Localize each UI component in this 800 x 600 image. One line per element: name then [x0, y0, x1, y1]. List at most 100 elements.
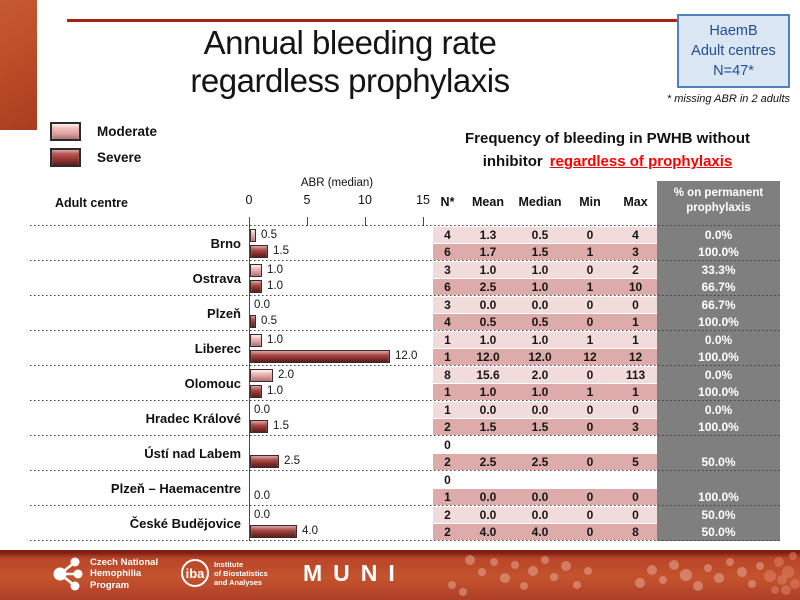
table-cell: 0	[632, 508, 639, 522]
bar-value-label: 0.0	[254, 404, 270, 416]
haemb-badge-line1: HaemB	[709, 23, 758, 39]
table-cell: 2.5	[479, 455, 497, 469]
table-cell: 5	[632, 455, 639, 469]
table-cell: 0	[586, 228, 594, 242]
footer-decoration	[0, 550, 800, 600]
bar-value-label: 0.5	[261, 229, 277, 241]
table-cell: 1	[632, 333, 639, 347]
legend: Moderate Severe	[50, 120, 157, 168]
bar-severe	[250, 315, 256, 328]
decorative-dot	[647, 565, 657, 575]
decorative-dot	[561, 561, 571, 571]
table-cell: 6	[444, 245, 451, 259]
chart-subtitle-line2-black: inhibitor	[482, 153, 543, 170]
table-cell: 0	[632, 403, 639, 417]
row-label-6: Hradec Králové	[145, 411, 241, 426]
table-cell: 0	[586, 298, 594, 312]
bar-value-label: 0.5	[261, 315, 277, 327]
legend-item-severe: Severe	[50, 146, 157, 168]
bar-value-label: 1.0	[267, 264, 283, 276]
decorative-dot	[771, 586, 779, 594]
row-separator	[30, 365, 780, 366]
table-cell: 1	[444, 490, 451, 504]
table-cell: 0	[632, 490, 639, 504]
axis-tickmark	[307, 217, 308, 226]
row-header-label: Adult centre	[55, 196, 128, 210]
table-row-stripe	[433, 332, 657, 348]
table-cell: 0	[586, 455, 594, 469]
table-cell: 1.3	[479, 228, 497, 242]
cnhp-molecule-icon	[53, 557, 83, 591]
table-cell: 1	[586, 280, 594, 294]
table-row-stripe	[433, 524, 657, 540]
decorative-dot	[520, 582, 528, 590]
table-cell: 0.5	[479, 315, 497, 329]
table-header-min: Min	[579, 195, 601, 209]
table-cell: 12	[583, 350, 597, 364]
pct-value: 66.7%	[701, 280, 736, 294]
decorative-dot	[500, 573, 510, 583]
haemb-badge-line3: N=47*	[713, 63, 754, 79]
table-cell: 12.0	[528, 350, 552, 364]
table-row-stripe	[433, 402, 657, 418]
decorative-dot	[528, 566, 538, 576]
table-cell: 2	[444, 420, 451, 434]
table-cell: 1	[444, 385, 451, 399]
pct-value: 50.0%	[701, 508, 736, 522]
pct-value: 100.0%	[698, 350, 739, 364]
decorative-dot	[764, 570, 776, 582]
axis-tick-5: 5	[303, 193, 311, 207]
decorative-dot	[737, 567, 747, 577]
table-cell: 0.5	[531, 228, 549, 242]
pct-value: 0.0%	[704, 333, 733, 347]
page-title-line1: Annual bleeding rate	[203, 24, 497, 61]
iba-logo-icon: iba	[181, 559, 209, 587]
table-cell: 2	[444, 455, 451, 469]
legend-label-moderate: Moderate	[97, 123, 158, 139]
decorative-dot	[459, 588, 467, 596]
pct-value: 100.0%	[698, 315, 739, 329]
bar-severe	[250, 455, 279, 468]
pct-value: 50.0%	[701, 525, 736, 539]
table-cell: 1	[586, 333, 594, 347]
table-row-stripe	[433, 349, 657, 365]
table-row-stripe	[433, 384, 657, 400]
table-cell: 0.5	[531, 315, 549, 329]
decorative-dot	[490, 558, 498, 566]
chart-axis-line	[249, 217, 250, 541]
cnhp-line1: Czech National	[90, 556, 159, 568]
bar-value-label: 12.0	[395, 350, 418, 362]
table-cell: 0.0	[479, 508, 497, 522]
chart-subtitle-line1: Frequency of bleeding in PWHB without	[465, 130, 750, 147]
table-row-stripe	[433, 419, 657, 435]
row-separator	[30, 295, 780, 296]
row-label-2: Ostrava	[192, 271, 241, 286]
table-header-n: N*	[440, 195, 455, 209]
pct-value: 66.7%	[701, 298, 736, 312]
bar-value-label: 1.0	[267, 334, 283, 346]
row-separator	[30, 225, 780, 226]
severe-swatch-icon	[50, 147, 81, 167]
bar-severe	[250, 525, 297, 538]
moderate-swatch-icon	[50, 121, 81, 141]
table-cell: 113	[625, 368, 646, 382]
bar-moderate	[250, 264, 262, 277]
table-cell: 1	[444, 333, 451, 347]
table-cell: 8	[632, 525, 639, 539]
decorative-dot	[448, 581, 456, 589]
table-cell: 0	[444, 438, 451, 452]
row-label-8: Plzeň – Haemacentre	[110, 481, 241, 496]
table-cell: 0	[586, 525, 594, 539]
table-cell: 1.7	[479, 245, 497, 259]
table-cell: 0.0	[479, 298, 497, 312]
table-row-stripe	[433, 454, 657, 470]
table-header-max: Max	[623, 195, 648, 209]
pct-value: 0.0%	[704, 403, 733, 417]
pct-value: 0.0%	[704, 368, 733, 382]
table-row-stripe	[433, 367, 657, 383]
table-cell: 0	[632, 298, 639, 312]
decorative-dot	[573, 581, 581, 589]
decorative-dot	[790, 579, 800, 589]
cnhp-line3: Program	[90, 579, 130, 591]
decorative-dot	[584, 567, 592, 575]
